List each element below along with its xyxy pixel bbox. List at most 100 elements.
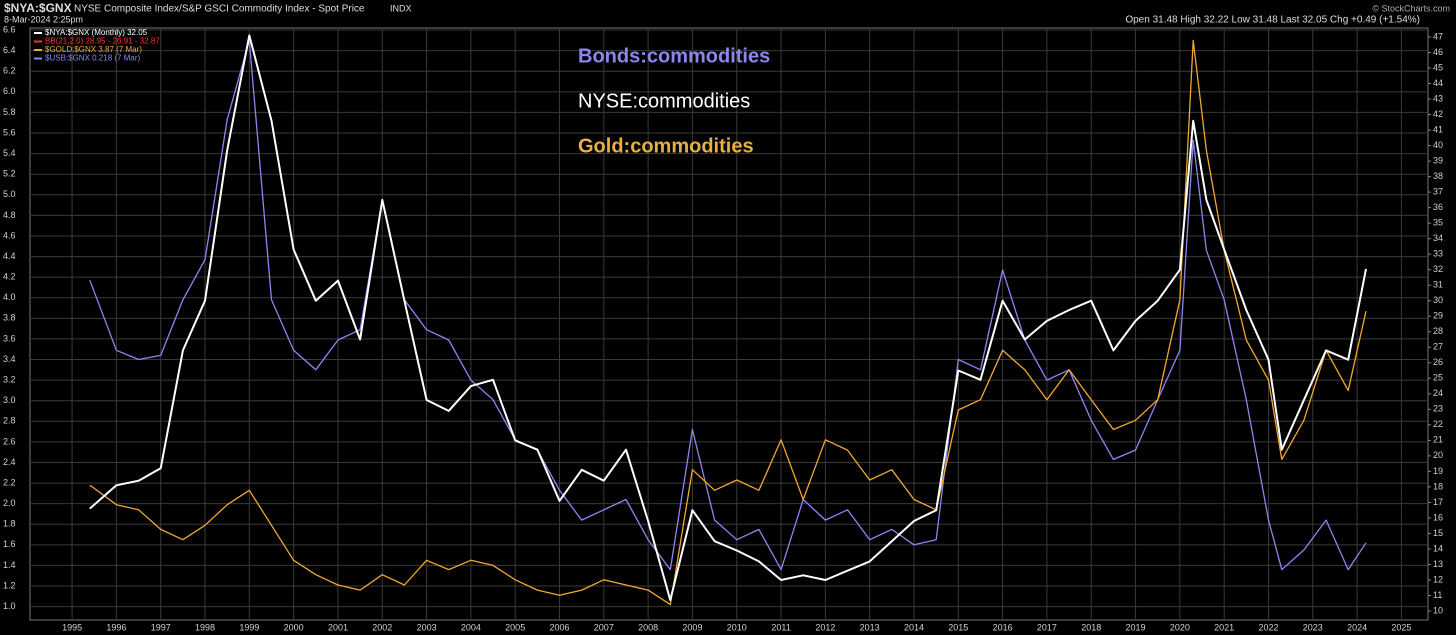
y2-tick-label: 2.0: [3, 498, 16, 508]
y2-tick-label: 1.0: [3, 601, 16, 611]
y-tick-label: 29: [1433, 311, 1443, 321]
x-tick-label: 2013: [860, 622, 880, 632]
series-line: [89, 39, 1367, 606]
quote: Open 31.48 High 32.22 Low 31.48 Last 32.…: [1125, 15, 1420, 26]
y-tick-label: 24: [1433, 388, 1443, 398]
y2-tick-label: 4.0: [3, 292, 16, 302]
x-tick-label: 2011: [771, 622, 790, 632]
y2-tick-label: 6.2: [3, 66, 16, 76]
legend-entry: $NYA:$GNX (Monthly) 32.05: [45, 28, 148, 37]
legend-entry: BB(21,2.0) 28.95 - 26.91 - 32.87: [45, 37, 160, 46]
y-tick-label: 41: [1433, 124, 1443, 134]
x-tick-label: 1995: [62, 622, 82, 632]
y2-tick-label: 4.2: [3, 272, 16, 282]
y-tick-label: 35: [1433, 218, 1443, 228]
y2-tick-label: 6.0: [3, 86, 16, 96]
y2-tick-label: 1.4: [3, 560, 16, 570]
y2-tick-label: 1.2: [3, 580, 16, 590]
y2-tick-label: 3.2: [3, 374, 16, 384]
y-tick-label: 12: [1433, 574, 1443, 584]
x-tick-label: 2002: [372, 622, 392, 632]
legend-entry: $GOLD:$GNX 3.87 (7 Mar): [45, 45, 142, 54]
y2-tick-label: 6.6: [3, 24, 16, 34]
y-tick-label: 43: [1433, 93, 1443, 103]
y2-tick-label: 2.4: [3, 457, 16, 467]
x-tick-label: 2012: [815, 622, 835, 632]
y-tick-label: 37: [1433, 187, 1443, 197]
y-tick-label: 18: [1433, 481, 1443, 491]
y-tick-label: 21: [1433, 435, 1443, 445]
y2-tick-label: 2.6: [3, 436, 16, 446]
y2-tick-label: 4.8: [3, 210, 16, 220]
y-tick-label: 31: [1433, 280, 1443, 290]
y2-tick-label: 3.0: [3, 395, 16, 405]
y-tick-label: 14: [1433, 543, 1443, 553]
x-tick-label: 1998: [195, 622, 215, 632]
y-tick-label: 28: [1433, 326, 1443, 336]
x-tick-label: 1999: [239, 622, 259, 632]
x-tick-label: 1997: [151, 622, 171, 632]
x-tick-label: 2022: [1258, 622, 1278, 632]
x-tick-label: 2019: [1126, 622, 1146, 632]
y2-tick-label: 4.4: [3, 251, 16, 261]
y-tick-label: 11: [1433, 590, 1442, 600]
x-tick-label: 2023: [1303, 622, 1323, 632]
x-tick-label: 2008: [638, 622, 658, 632]
y2-tick-label: 5.8: [3, 107, 16, 117]
y2-tick-label: 5.0: [3, 189, 16, 199]
legend-entry: $USB:$GNX 0.218 (7 Mar): [45, 54, 140, 63]
annotation: Gold:commodities: [578, 135, 754, 157]
plot-frame: [29, 27, 1429, 621]
y-tick-label: 25: [1433, 373, 1443, 383]
series-line: [89, 39, 1367, 571]
x-tick-label: 1996: [106, 622, 126, 632]
y2-tick-label: 2.2: [3, 477, 16, 487]
x-tick-label: 2021: [1214, 622, 1234, 632]
y-tick-label: 39: [1433, 155, 1443, 165]
y-tick-label: 16: [1433, 512, 1443, 522]
x-tick-label: 2025: [1391, 622, 1411, 632]
x-tick-label: 2005: [505, 622, 525, 632]
y-tick-label: 36: [1433, 202, 1443, 212]
x-tick-label: 2001: [328, 622, 348, 632]
symbol: $NYA:$GNX: [4, 1, 72, 15]
exchange: INDX: [390, 3, 412, 13]
x-tick-label: 2015: [948, 622, 968, 632]
x-tick-label: 2004: [461, 622, 481, 632]
y2-tick-label: 5.4: [3, 148, 16, 158]
y2-tick-label: 1.6: [3, 539, 16, 549]
annotation: NYSE:commodities: [578, 90, 750, 112]
y-tick-label: 17: [1433, 497, 1443, 507]
x-tick-label: 2024: [1347, 622, 1367, 632]
x-tick-label: 2009: [682, 622, 702, 632]
series-line: [89, 34, 1367, 602]
y-tick-label: 15: [1433, 528, 1443, 538]
x-tick-label: 2006: [549, 622, 569, 632]
chart-title: NYSE Composite Index/S&P GSCI Commodity …: [74, 4, 365, 15]
x-tick-label: 2000: [284, 622, 304, 632]
y2-tick-label: 1.8: [3, 519, 16, 529]
y-tick-label: 26: [1433, 357, 1443, 367]
y-tick-label: 10: [1433, 605, 1443, 615]
y-tick-label: 32: [1433, 264, 1443, 274]
y-tick-label: 45: [1433, 62, 1443, 72]
x-tick-label: 2007: [594, 622, 614, 632]
y-tick-label: 30: [1433, 295, 1443, 305]
x-tick-label: 2020: [1170, 622, 1190, 632]
y-tick-label: 46: [1433, 47, 1443, 57]
y2-tick-label: 5.2: [3, 169, 16, 179]
y-tick-label: 13: [1433, 559, 1443, 569]
y2-tick-label: 6.4: [3, 45, 16, 55]
y-tick-label: 42: [1433, 109, 1443, 119]
annotation: Bonds:commodities: [578, 45, 770, 67]
y2-tick-label: 5.6: [3, 127, 16, 137]
y-tick-label: 19: [1433, 466, 1443, 476]
x-tick-label: 2016: [993, 622, 1013, 632]
y-tick-label: 33: [1433, 249, 1443, 259]
y-tick-label: 40: [1433, 140, 1443, 150]
y2-tick-label: 3.8: [3, 313, 16, 323]
x-tick-label: 2017: [1037, 622, 1057, 632]
x-tick-label: 2003: [417, 622, 437, 632]
